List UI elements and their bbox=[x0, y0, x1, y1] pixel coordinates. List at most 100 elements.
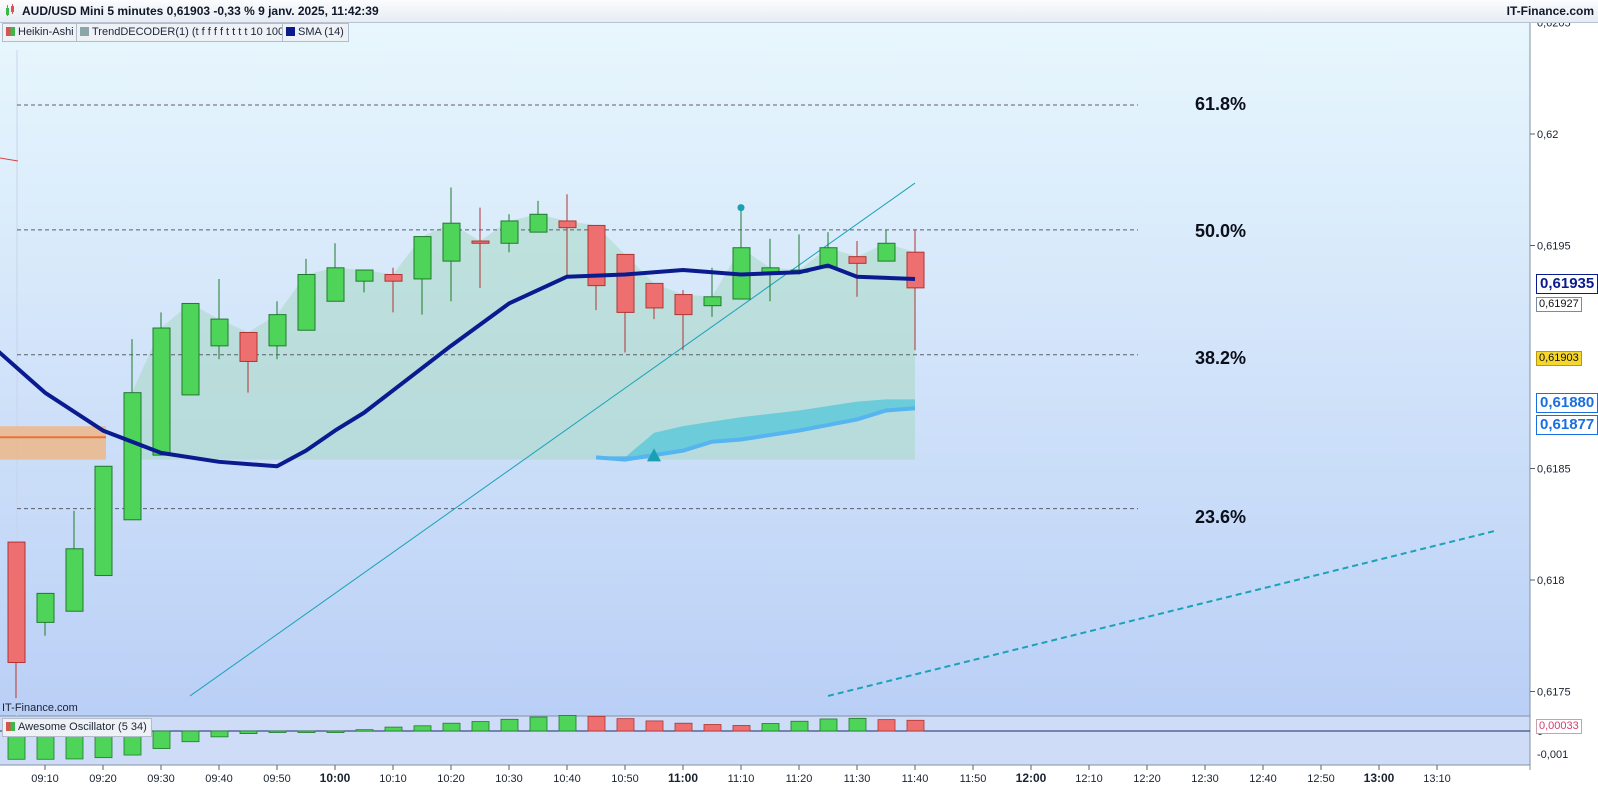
ao-bar bbox=[442, 722, 461, 732]
candle-body bbox=[645, 282, 664, 309]
ao-bar bbox=[616, 718, 635, 732]
ao-bar bbox=[558, 715, 577, 732]
candle-body bbox=[848, 256, 867, 264]
legend-heikin-ashi-label: Heikin-Ashi bbox=[18, 26, 74, 38]
candle bbox=[848, 241, 867, 297]
x-tick-label: 10:00 bbox=[320, 771, 351, 785]
candle bbox=[326, 243, 345, 302]
sma-line bbox=[0, 263, 916, 469]
ao-bar bbox=[384, 726, 403, 732]
x-tick-label: 12:50 bbox=[1307, 773, 1335, 785]
band-upper-price-label: 0,61880 bbox=[1536, 393, 1598, 413]
fib-label-500: 50.0% bbox=[1195, 221, 1247, 241]
x-tick-label: 11:30 bbox=[844, 773, 871, 785]
candle-body bbox=[181, 302, 200, 396]
candle-body bbox=[65, 548, 84, 612]
y-tick-label: 0,618 bbox=[1537, 575, 1565, 587]
legend-heikin-ashi[interactable]: Heikin-Ashi bbox=[2, 23, 79, 42]
candle-body bbox=[268, 314, 287, 347]
x-tick-label: 09:50 bbox=[263, 773, 291, 785]
candle-body bbox=[558, 220, 577, 229]
current-price-badge: 0,61903 bbox=[1536, 351, 1582, 366]
ao-bar bbox=[877, 719, 896, 732]
candle-body bbox=[239, 331, 258, 362]
x-tick-label: 13:10 bbox=[1423, 773, 1451, 785]
candle-body bbox=[529, 213, 548, 233]
x-tick-label: 11:10 bbox=[728, 773, 755, 785]
sma-swatch-icon bbox=[286, 27, 295, 36]
x-tick-label: 12:20 bbox=[1133, 773, 1161, 785]
watermark: IT-Finance.com bbox=[2, 702, 78, 714]
candle bbox=[152, 312, 171, 456]
candle bbox=[442, 187, 461, 302]
candle-body bbox=[471, 240, 490, 244]
brand-name: IT-Finance.com bbox=[1506, 4, 1594, 18]
ao-bar bbox=[848, 717, 867, 732]
candle bbox=[7, 541, 26, 699]
candle-body bbox=[616, 253, 635, 313]
candle bbox=[877, 229, 896, 262]
candle-body bbox=[587, 224, 606, 287]
candle bbox=[355, 269, 374, 293]
x-tick-label: 10:40 bbox=[553, 773, 581, 785]
buy-signal-triangle-icon bbox=[647, 448, 661, 462]
candle-body bbox=[384, 273, 403, 282]
x-tick-label: 09:20 bbox=[89, 773, 117, 785]
x-tick-label: 12:30 bbox=[1191, 773, 1219, 785]
x-tick-label: 10:20 bbox=[437, 773, 465, 785]
ao-tick-label: -0,001 bbox=[1537, 749, 1568, 761]
candle-body bbox=[94, 465, 113, 577]
candle-body bbox=[413, 236, 432, 280]
ao-bar bbox=[355, 729, 374, 732]
signal-dot-icon bbox=[737, 204, 745, 212]
candle bbox=[471, 207, 490, 288]
ao-bar bbox=[413, 725, 432, 732]
candle-body bbox=[152, 327, 171, 456]
y-tick-label: 0,6185 bbox=[1537, 464, 1571, 476]
candle-body bbox=[123, 392, 142, 521]
x-tick-label: 13:00 bbox=[1364, 771, 1395, 785]
ao-bar bbox=[500, 718, 519, 732]
x-tick-label: 11:40 bbox=[902, 773, 929, 785]
title-bar: AUD/USD Mini 5 minutes 0,61903 -0,33 % 9… bbox=[0, 0, 1598, 23]
candle bbox=[297, 258, 316, 331]
y-tick-label: 0,6195 bbox=[1537, 241, 1571, 253]
sma-price-label: 0,61935 bbox=[1536, 274, 1598, 294]
candle bbox=[268, 301, 287, 360]
candle bbox=[36, 592, 55, 636]
ao-bar bbox=[587, 715, 606, 732]
candle bbox=[645, 282, 664, 320]
candle-body bbox=[500, 220, 519, 244]
candle bbox=[500, 214, 519, 253]
x-tick-label: 10:30 bbox=[495, 773, 523, 785]
ao-bar bbox=[471, 721, 490, 732]
ao-bar bbox=[819, 718, 838, 732]
legend-awesome-oscillator[interactable]: Awesome Oscillator (5 34) bbox=[2, 718, 152, 737]
legend-trenddecoder[interactable]: TrendDECODER(1) (t f f f f t t t t 10 10… bbox=[76, 23, 299, 42]
candle-body bbox=[703, 296, 722, 307]
ao-bar bbox=[703, 724, 722, 732]
support-zone bbox=[0, 426, 106, 460]
x-tick-label: 12:10 bbox=[1075, 773, 1103, 785]
ao-bar bbox=[906, 719, 925, 732]
legend-trenddecoder-label: TrendDECODER(1) (t f f f f t t t t 10 10… bbox=[92, 26, 294, 38]
ao-bar bbox=[268, 730, 287, 733]
x-tick-label: 11:00 bbox=[668, 771, 698, 785]
candle bbox=[239, 331, 258, 393]
ao-bar bbox=[790, 720, 809, 732]
legend-sma[interactable]: SMA (14) bbox=[282, 23, 349, 42]
fib-label-382: 38.2% bbox=[1195, 348, 1247, 368]
candle bbox=[384, 267, 403, 313]
candle bbox=[181, 302, 200, 396]
x-tick-label: 09:30 bbox=[147, 773, 175, 785]
x-tick-label: 12:40 bbox=[1249, 773, 1277, 785]
ao-value-label: 0,00033 bbox=[1536, 719, 1582, 734]
candle bbox=[703, 267, 722, 317]
candle-body bbox=[906, 251, 925, 289]
stop-line-segment bbox=[0, 157, 19, 162]
candle-body bbox=[36, 592, 55, 623]
chart-title: AUD/USD Mini 5 minutes 0,61903 -0,33 % 9… bbox=[22, 4, 379, 18]
candle-body bbox=[297, 273, 316, 331]
